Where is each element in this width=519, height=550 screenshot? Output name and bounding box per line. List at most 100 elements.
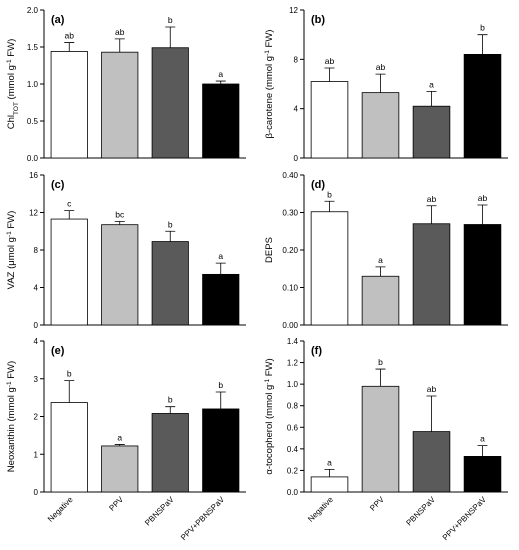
category-label-ppv: PPV (107, 495, 125, 513)
y-tick-label: 4 (34, 337, 39, 346)
error-bar-pbnspav (165, 26, 176, 48)
y-tick-label: 1.2 (287, 359, 299, 368)
error-bar-ppv (114, 444, 125, 446)
category-label-negative: Negative (46, 495, 75, 524)
error-bar-ppv-pbnspav (215, 80, 226, 84)
y-tick-label: 3 (34, 375, 39, 384)
error-bar-negative (324, 200, 335, 212)
category-label-pbnspav: PBNSPaV (143, 495, 176, 528)
error-bar-negative (64, 210, 75, 220)
y-tick-label: 8 (294, 55, 299, 64)
bar-negative (310, 476, 349, 493)
category-label-ppv-pbnspav: PPV+PBNSPaV (179, 495, 227, 543)
sig-letter-negative: b (67, 369, 72, 379)
y-tick-label: 0.00 (282, 321, 298, 330)
error-bar-ppv (375, 73, 386, 93)
bar-ppv (101, 445, 139, 493)
y-tick-label: 1.4 (287, 337, 299, 346)
sig-letter-ppv-pbnspav: ab (478, 193, 488, 203)
y-tick-label: 1.0 (287, 380, 299, 389)
sig-letter-ppv: ab (376, 62, 386, 72)
sig-letter-ppv-pbnspav: a (218, 251, 223, 261)
y-tick-label: 0.10 (282, 284, 298, 293)
panel-label: (a) (51, 14, 65, 26)
error-bar-pbnspav (165, 230, 176, 242)
error-bar-pbnspav (426, 91, 437, 107)
error-bar-negative (324, 67, 335, 82)
error-bar-ppv-pbnspav (215, 262, 226, 275)
bar-pbnspav (151, 47, 189, 159)
sig-letter-pbnspav: ab (427, 384, 437, 394)
sig-letter-ppv-pbnspav: b (480, 23, 485, 33)
bar-pbnspav (151, 413, 189, 493)
y-tick-label: 0.30 (282, 209, 298, 218)
y-tick-label: 2.0 (27, 6, 39, 15)
category-label-ppv-pbnspav: PPV+PBNSPaV (441, 495, 489, 543)
error-bar-pbnspav (165, 406, 176, 414)
error-bar-ppv (114, 221, 125, 225)
sig-letter-ppv: b (378, 357, 383, 367)
sig-letter-negative: b (327, 189, 332, 199)
y-tick-label: 8 (34, 246, 39, 255)
panel-label: (e) (51, 345, 65, 357)
panel-c: 0 4 8 12 16 c bc b a (c) VAZ (μmol g-1 FW) (6, 171, 246, 330)
bar-pbnspav (412, 223, 451, 326)
y-tick-label: 0.20 (282, 246, 298, 255)
sig-letter-ppv: bc (115, 209, 125, 219)
y-tick-label: 0.8 (287, 402, 299, 411)
y-axis-label: VAZ (μmol g-1 FW) (6, 211, 18, 290)
panel-d: 0.00 0.10 0.20 0.30 0.40 b a ab ab (d) DEPS (264, 171, 508, 330)
sig-letter-negative: a (327, 457, 332, 467)
error-bar-pbnspav (426, 205, 437, 224)
error-bar-ppv (114, 38, 125, 53)
y-tick-label: 2 (34, 413, 39, 422)
category-label-pbnspav: PBNSPaV (404, 495, 437, 528)
error-bar-negative (64, 42, 75, 52)
bar-ppv-pbnspav (463, 54, 502, 159)
bar-pbnspav (412, 105, 451, 159)
sig-letter-ppv: a (117, 432, 122, 442)
bar-pbnspav (151, 241, 189, 326)
error-bar-ppv-pbnspav (477, 204, 488, 225)
panel-label: (f) (311, 345, 322, 357)
sig-letter-pbnspav: ab (427, 194, 437, 204)
bar-negative (50, 218, 88, 326)
y-tick-label: 0.40 (282, 171, 298, 180)
sig-letter-negative: ab (325, 56, 335, 66)
bar-ppv-pbnspav (463, 456, 502, 493)
y-axis-label: ChlTOT (mmol g-1 FW) (6, 39, 20, 129)
error-bar-ppv (375, 266, 386, 277)
bar-ppv-pbnspav (202, 83, 240, 159)
bar-ppv (101, 51, 139, 159)
y-axis-label: DEPS (264, 237, 275, 263)
bar-ppv-pbnspav (202, 408, 240, 493)
bar-negative (50, 402, 88, 493)
bar-ppv (361, 385, 400, 493)
category-label-negative: Negative (306, 495, 335, 524)
category-label-ppv: PPV (368, 495, 386, 513)
y-tick-label: 0.4 (287, 445, 299, 454)
sig-letter-ppv-pbnspav: a (218, 69, 223, 79)
sig-letter-pbnspav: b (168, 219, 173, 229)
sig-letter-negative: ab (65, 31, 75, 41)
y-tick-label: 1.0 (27, 80, 39, 89)
bar-negative (310, 81, 349, 159)
bar-ppv-pbnspav (202, 273, 240, 326)
error-bar-ppv-pbnspav (477, 445, 488, 457)
error-bar-ppv (375, 368, 386, 387)
bar-ppv (101, 224, 139, 326)
sig-letter-ppv: a (378, 255, 383, 265)
y-tick-label: 0.0 (287, 488, 299, 497)
sig-letter-pbnspav: a (429, 79, 434, 89)
y-tick-label: 16 (29, 171, 38, 180)
sig-letter-ppv-pbnspav: b (218, 380, 223, 390)
y-tick-label: 0 (34, 488, 39, 497)
bar-negative (310, 211, 349, 326)
sig-letter-ppv-pbnspav: a (480, 434, 485, 444)
y-tick-label: 0.0 (27, 154, 39, 163)
y-tick-label: 0 (294, 154, 299, 163)
panel-e: 0 1 2 3 4 b Negative a PPV b PBNSPaV b PPV+PBNSPaV (e… (6, 337, 246, 543)
panel-f: 0.0 0.2 0.4 0.6 0.8 1.0 1.2 1.4 a Negative b PPV ab P… (264, 337, 508, 543)
